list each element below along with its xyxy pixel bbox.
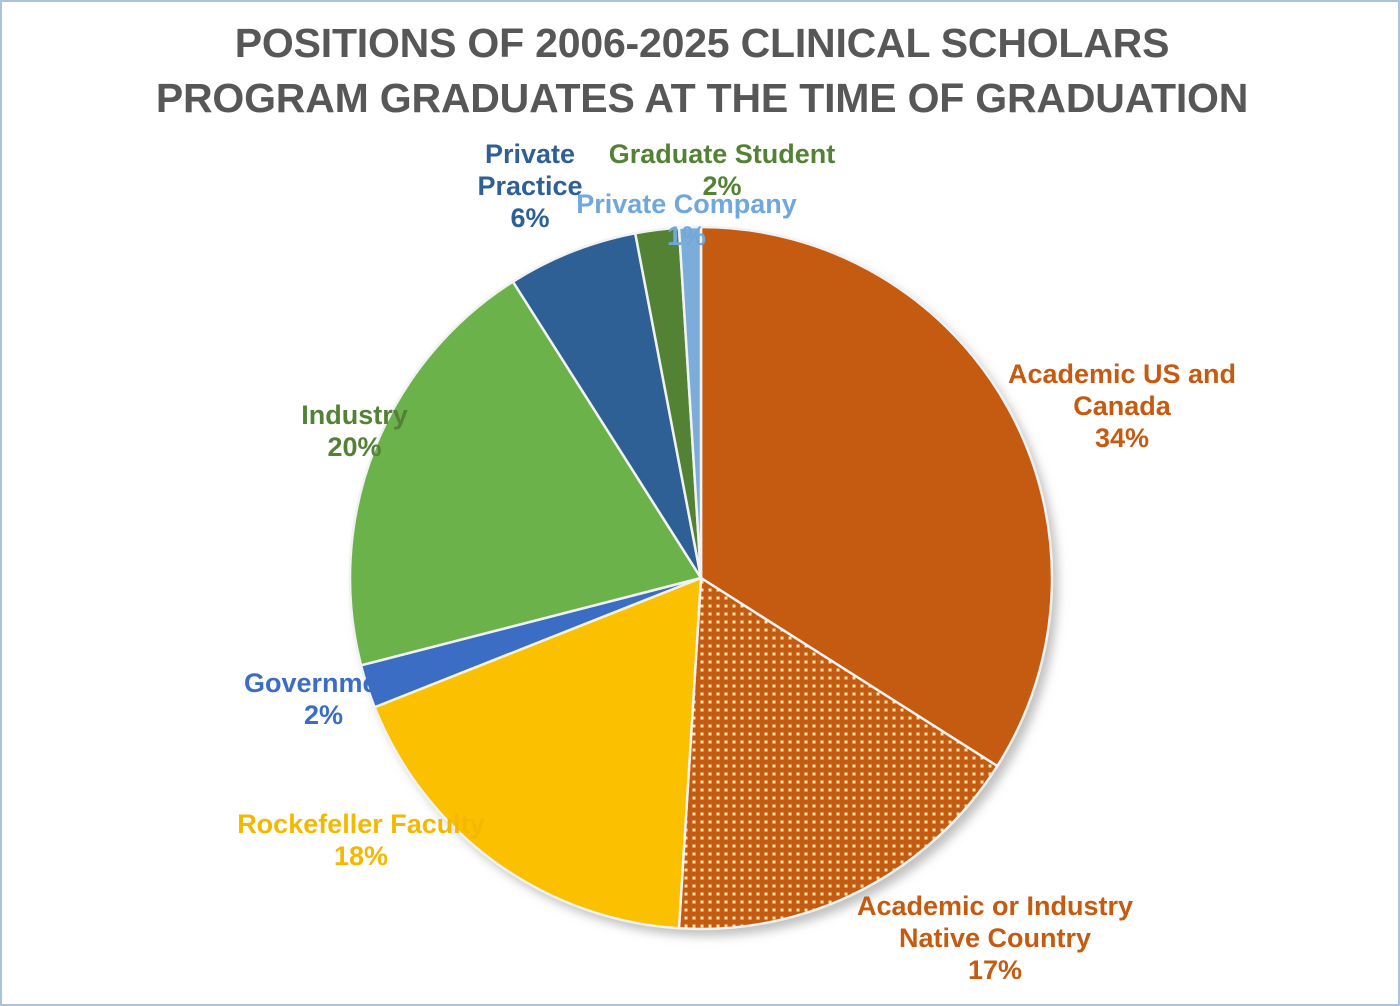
pie-slice-rockefeller-faculty[interactable]: [373, 576, 703, 930]
chart-title: POSITIONS OF 2006-2025 CLINICAL SCHOLARS…: [155, 20, 1249, 121]
pie-slice-academic-or-industry-native-country[interactable]: [677, 575, 1000, 931]
slice-label-academic-or-industry-native-country: Academic or Industry Native Country 17%: [856, 891, 1134, 985]
slice-label-government: Government 2%: [243, 668, 404, 730]
slice-label-rockefeller-faculty: Rockefeller Faculty 18%: [237, 809, 485, 871]
slice-label-private-practice: Private Practice 6%: [477, 139, 583, 233]
slice-label-private-company: Private Company 1%: [576, 189, 797, 251]
slice-label-industry: Industry 20%: [301, 400, 408, 462]
pie-slice-industry[interactable]: [348, 279, 703, 667]
pie-slice-academic-us-and-canada[interactable]: [699, 225, 1054, 768]
slice-label-academic-us-and-canada: Academic US and Canada 34%: [1007, 359, 1237, 453]
slice-label-graduate-student: Graduate Student 2%: [608, 139, 836, 201]
pie-slice-private-company[interactable]: [677, 225, 703, 579]
pie-slice-private-practice[interactable]: [511, 231, 703, 579]
pie-slices: [348, 225, 1054, 931]
